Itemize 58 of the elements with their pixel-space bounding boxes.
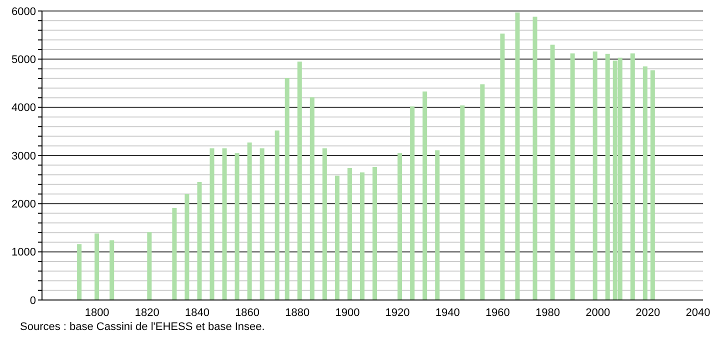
bar bbox=[605, 54, 610, 300]
y-tick-label: 4000 bbox=[12, 102, 36, 114]
x-tick-label: 1920 bbox=[385, 306, 410, 319]
bar bbox=[650, 70, 655, 300]
bar bbox=[247, 142, 252, 300]
bar bbox=[550, 44, 555, 300]
x-tick-label: 1820 bbox=[134, 306, 160, 319]
y-tick-label: 3000 bbox=[12, 150, 36, 162]
bar bbox=[197, 182, 202, 300]
x-tick-label: 2000 bbox=[586, 306, 610, 319]
bar bbox=[410, 106, 415, 300]
bar bbox=[372, 167, 378, 300]
bar bbox=[398, 153, 402, 300]
source-note: Sources : base Cassini de l'EHESS et base Insee. bbox=[20, 321, 265, 333]
y-tick-label: 0 bbox=[30, 294, 36, 307]
bar bbox=[347, 168, 352, 300]
bar bbox=[94, 234, 100, 300]
bar bbox=[184, 194, 190, 300]
bar bbox=[172, 208, 177, 300]
x-tick-label: 1980 bbox=[536, 306, 560, 319]
bar bbox=[480, 84, 485, 300]
bar bbox=[360, 172, 364, 300]
bar bbox=[222, 148, 227, 300]
x-tick-label: 1840 bbox=[184, 306, 210, 319]
bar bbox=[297, 62, 302, 300]
bar bbox=[284, 78, 290, 300]
bar bbox=[334, 176, 340, 300]
y-tick-label: 6000 bbox=[12, 6, 36, 18]
y-tick-label: 1000 bbox=[12, 246, 36, 259]
bar bbox=[110, 240, 114, 300]
x-tick-label: 1960 bbox=[485, 306, 510, 319]
bar bbox=[460, 105, 465, 300]
x-tick-label: 1940 bbox=[435, 306, 460, 319]
bar bbox=[234, 153, 240, 300]
x-tick-label: 1800 bbox=[84, 306, 110, 319]
y-tick-label: 2000 bbox=[12, 198, 36, 211]
bar bbox=[435, 150, 440, 300]
y-tick-label: 5000 bbox=[12, 54, 36, 66]
bar bbox=[260, 148, 264, 300]
x-tick-label: 1900 bbox=[335, 306, 360, 319]
bar bbox=[515, 12, 520, 300]
bar bbox=[210, 148, 214, 300]
bar bbox=[532, 16, 538, 300]
bar bbox=[570, 53, 575, 300]
x-tick-label: 1860 bbox=[235, 306, 260, 319]
bar bbox=[500, 34, 505, 300]
x-tick-label: 2040 bbox=[686, 306, 710, 319]
bar bbox=[642, 66, 648, 300]
x-tick-label: 1880 bbox=[285, 306, 310, 319]
bar bbox=[422, 91, 428, 300]
bar bbox=[147, 232, 152, 300]
bar bbox=[630, 53, 635, 300]
bar bbox=[274, 130, 280, 300]
bar bbox=[592, 51, 598, 300]
bar bbox=[310, 97, 314, 300]
bar bbox=[322, 148, 327, 300]
bar bbox=[77, 244, 82, 300]
x-tick-label: 2020 bbox=[636, 306, 660, 319]
